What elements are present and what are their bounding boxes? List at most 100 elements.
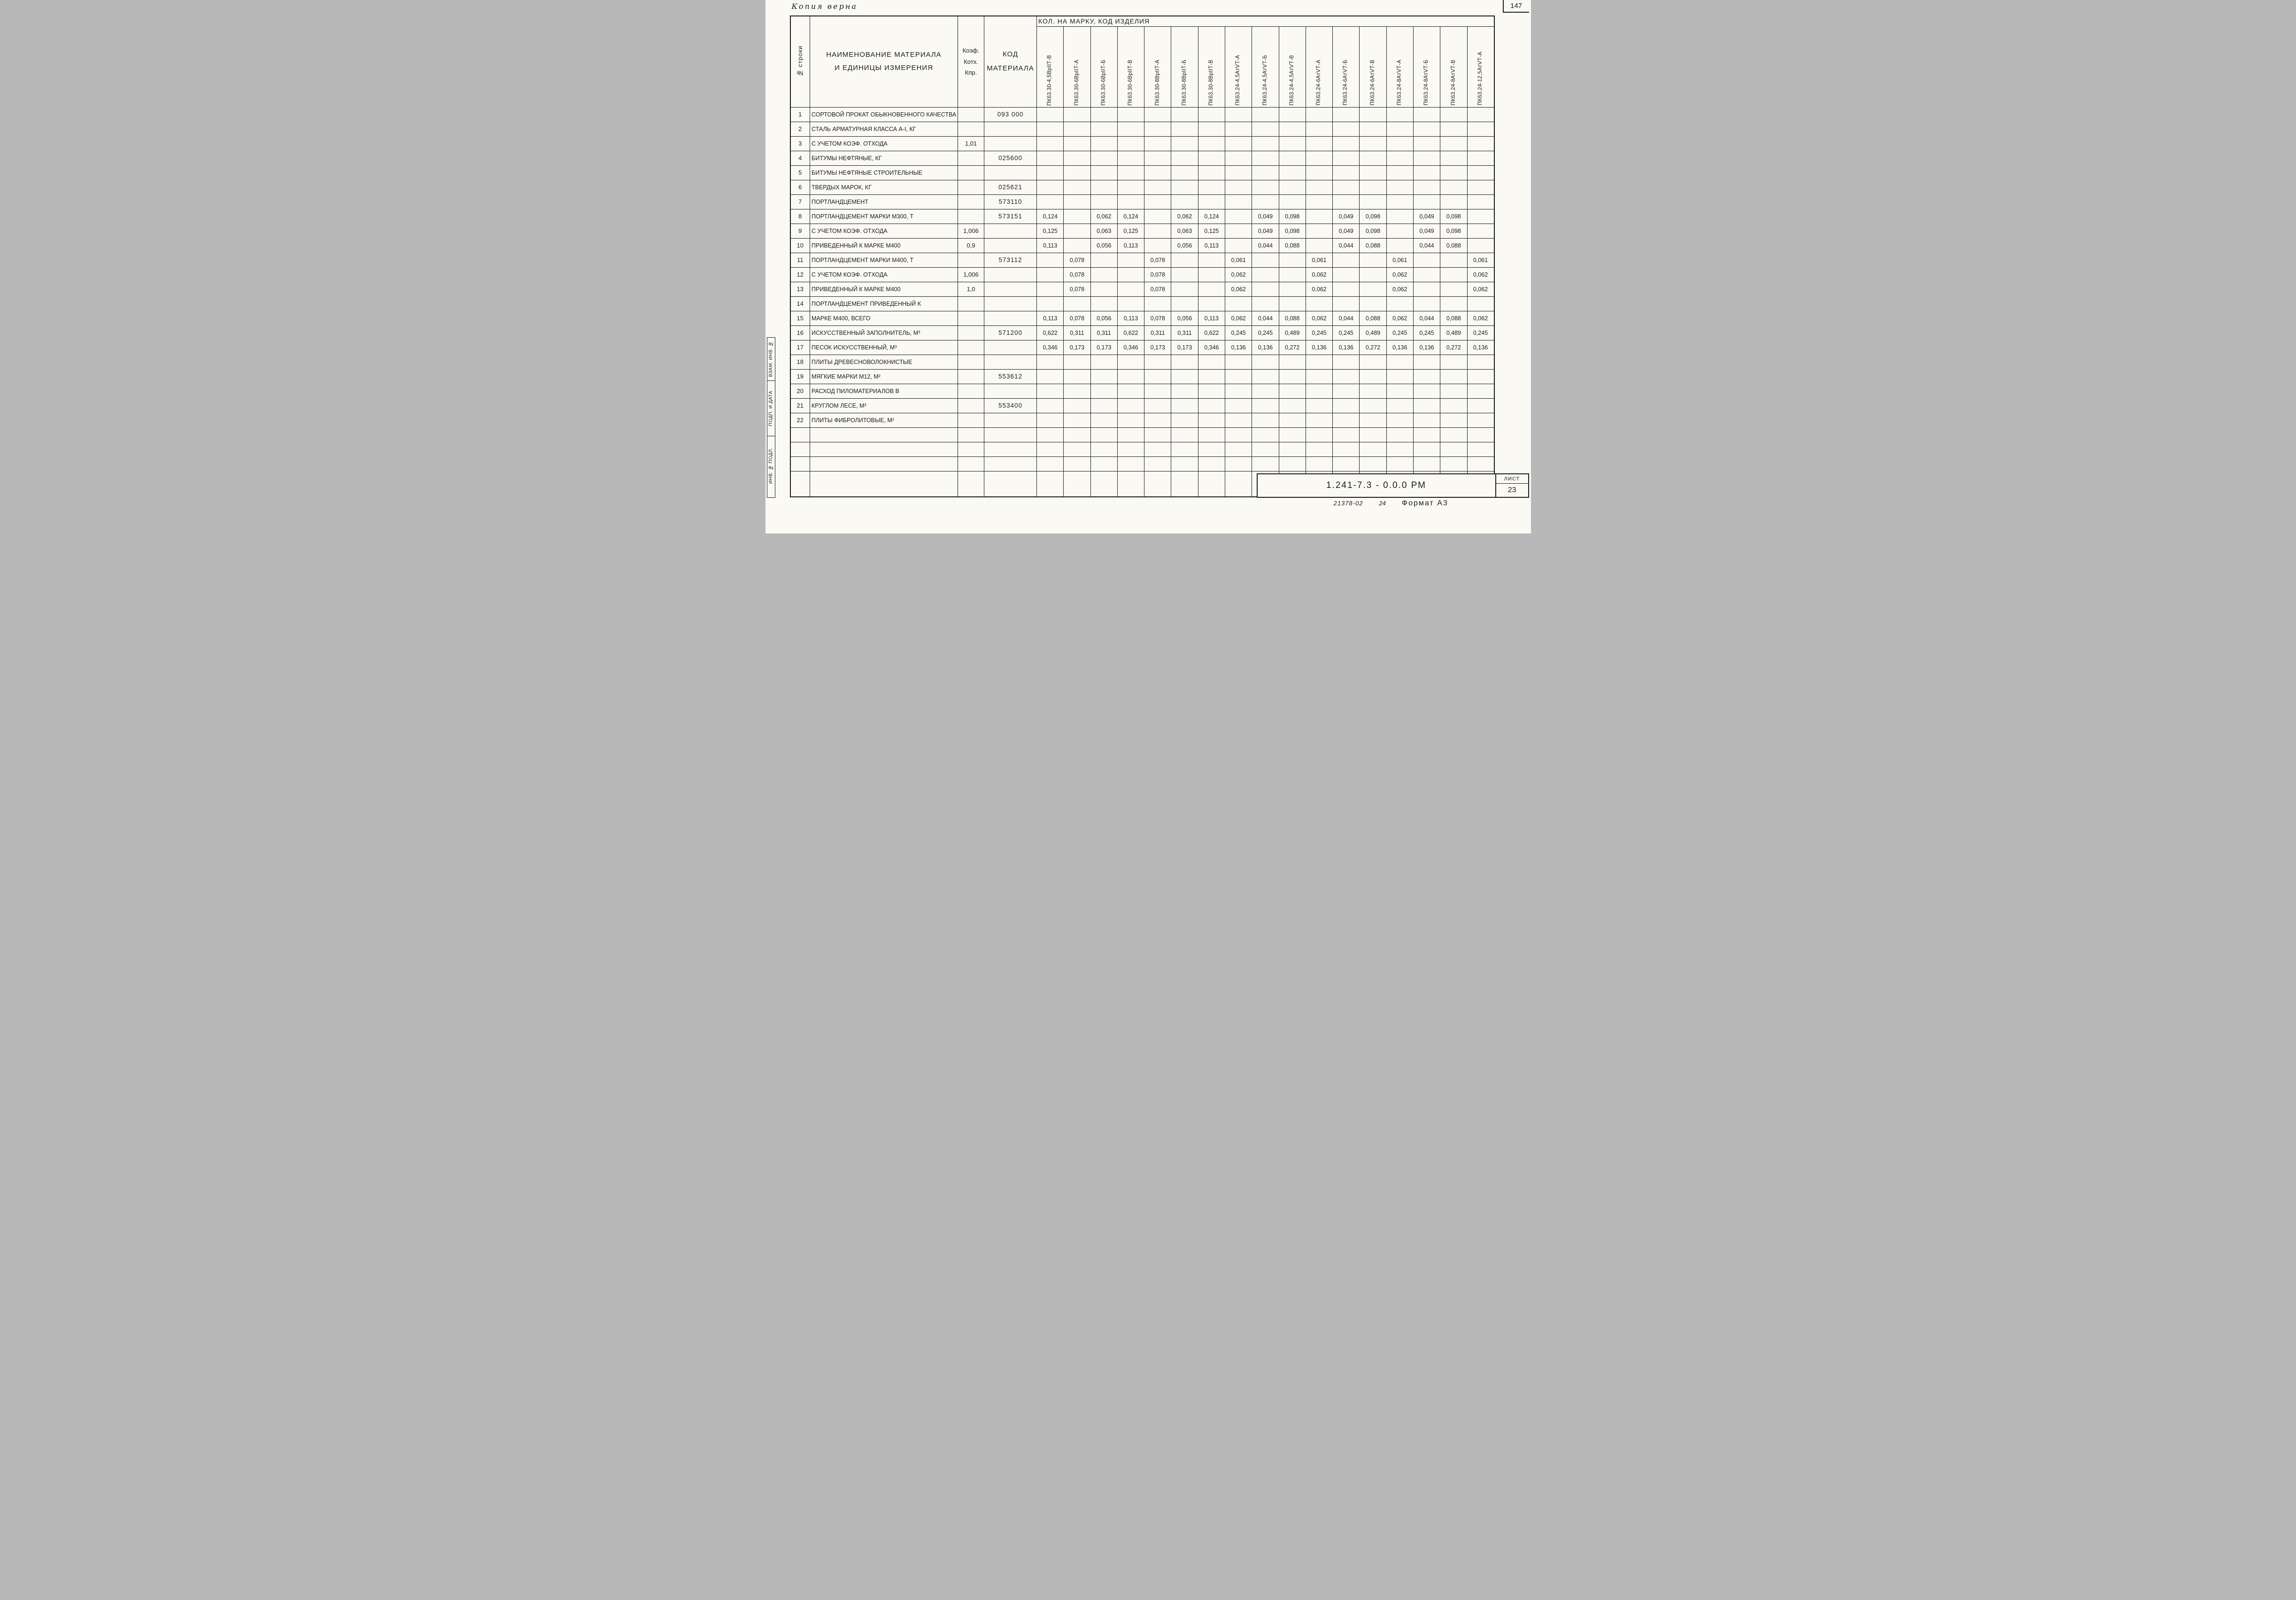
- quantity-cell: [1359, 412, 1387, 428]
- quantity-cell: 0,136: [1386, 340, 1414, 355]
- quantity-cell: [1198, 456, 1225, 471]
- quantity-cell: [1359, 369, 1387, 384]
- quantity-cell: [1467, 150, 1494, 166]
- quantity-cell: [1117, 165, 1145, 180]
- material-name: МЯГКИЕ МАРКИ М12, М²: [810, 369, 958, 384]
- coefficient-value: [958, 398, 984, 413]
- quantity-cell: [1144, 456, 1172, 471]
- mark-label: ПК63.30-6ВрIIТ-А: [1074, 59, 1080, 106]
- quantity-cell: [1117, 383, 1145, 399]
- quantity-cell: [1305, 150, 1333, 166]
- quantity-cell: 0,098: [1278, 209, 1306, 224]
- table-row: 14 ПОРТЛАНДЦЕМЕНТ ПРИВЕДЕННЫЙ К: [790, 296, 1494, 311]
- quantity-cell: [1278, 456, 1306, 471]
- quantity-cell: [1305, 354, 1333, 370]
- marks-span-header: КОЛ. НА МАРКУ, КОД ИЗДЕЛИЯ: [1036, 15, 1494, 27]
- quantity-cell: [1063, 150, 1091, 166]
- mark-column-header: ПК63.24-4,5АтVТ-В: [1278, 26, 1306, 108]
- quantity-cell: [1144, 165, 1172, 180]
- quantity-cell: 0,098: [1440, 209, 1468, 224]
- mark-label: ПК63.30-8ВрIIТ-А: [1154, 59, 1160, 106]
- quantity-cell: [1090, 107, 1118, 122]
- mark-column-header: ПК63.30-6ВрIIТ-В: [1117, 26, 1145, 108]
- quantity-cell: [1467, 296, 1494, 311]
- quantity-cell: [1440, 194, 1468, 209]
- material-code: [984, 310, 1037, 326]
- mark-column-header: ПК63.24-4,5АтVТ-Б: [1252, 26, 1279, 108]
- quantity-cell: [1440, 107, 1468, 122]
- material-code-column-header: КОД МАТЕРИАЛА: [984, 15, 1037, 108]
- side-stamp-label: ВЗАМ. ИНВ. №: [768, 341, 773, 377]
- quantity-cell: 0,062: [1171, 209, 1198, 224]
- table-row: 6 ТВЕРДЫХ МАРОК, КГ 025621: [790, 179, 1494, 195]
- quantity-cell: [1332, 281, 1360, 297]
- quantity-cell: [1224, 412, 1252, 428]
- quantity-cell: [1467, 136, 1494, 151]
- table-row: 16 ИСКУССТВЕННЫЙ ЗАПОЛНИТЕЛЬ, М³ 571200 0,6…: [790, 325, 1494, 340]
- quantity-cell: 0,062: [1224, 281, 1252, 297]
- quantity-cell: [1440, 296, 1468, 311]
- quantity-cell: [1305, 398, 1333, 413]
- quantity-cell: [1386, 107, 1414, 122]
- quantity-cell: [1171, 136, 1198, 151]
- mark-column-header: ПК63.30-6ВрIIТ-А: [1063, 26, 1091, 108]
- mark-label: ПК63.30-4,5ВрIIТ-В: [1047, 54, 1053, 106]
- quantity-cell: [1278, 441, 1306, 457]
- quantity-cell: [1198, 107, 1225, 122]
- material-code: 093 000: [984, 107, 1037, 122]
- row-number-column-header: № строки: [790, 15, 810, 108]
- quantity-cell: [1332, 252, 1360, 268]
- quantity-cell: 0,136: [1467, 340, 1494, 355]
- coefficient-value: [958, 150, 984, 166]
- table-row: 10 ПРИВЕДЕННЫЙ К МАРКЕ М400 0,9 0,113 0,056 0…: [790, 238, 1494, 253]
- quantity-cell: 0,044: [1332, 310, 1360, 326]
- material-name: СТАЛЬ АРМАТУРНАЯ КЛАССА А-I, КГ: [810, 121, 958, 137]
- quantity-cell: [1117, 107, 1145, 122]
- quantity-cell: 0,173: [1063, 340, 1091, 355]
- mark-label: ПК63.24-4,5АтVТ-А: [1235, 54, 1241, 106]
- quantity-cell: 0,044: [1252, 238, 1279, 253]
- quantity-cell: 0,113: [1198, 238, 1225, 253]
- quantity-cell: [1117, 281, 1145, 297]
- side-stamp-label: ИНВ. № ПОДЛ.: [768, 448, 773, 484]
- quantity-cell: [1144, 223, 1172, 239]
- quantity-cell: [1090, 136, 1118, 151]
- quantity-cell: 0,124: [1117, 209, 1145, 224]
- quantity-cell: [1467, 209, 1494, 224]
- quantity-cell: [1278, 267, 1306, 282]
- quantity-cell: [1144, 398, 1172, 413]
- quantity-cell: [1413, 369, 1441, 384]
- row-number: 21: [790, 398, 810, 413]
- quantity-cell: [1386, 369, 1414, 384]
- mark-column-header: ПК63.24-6АтVТ-Б: [1332, 26, 1360, 108]
- quantity-cell: [1144, 296, 1172, 311]
- material-name: БИТУМЫ НЕФТЯНЫЕ СТРОИТЕЛЬНЫЕ: [810, 165, 958, 180]
- quantity-cell: [1440, 150, 1468, 166]
- coefficient-value: [958, 194, 984, 209]
- material-name: С УЧЕТОМ КОЭФ. ОТХОДА: [810, 267, 958, 282]
- quantity-cell: [1413, 281, 1441, 297]
- quantity-cell: 0,078: [1144, 310, 1172, 326]
- quantity-cell: [1278, 136, 1306, 151]
- quantity-cell: 0,173: [1144, 340, 1172, 355]
- quantity-cell: 0,245: [1305, 325, 1333, 340]
- quantity-cell: [1413, 456, 1441, 471]
- materials-table: № строки НАИМЕНОВАНИЕ МАТЕРИАЛА И ЕДИНИЦ…: [789, 15, 1495, 497]
- quantity-cell: 0,245: [1413, 325, 1441, 340]
- row-number: 8: [790, 209, 810, 224]
- quantity-cell: [1252, 412, 1279, 428]
- quantity-cell: [1063, 136, 1091, 151]
- header-row-top: № строки НАИМЕНОВАНИЕ МАТЕРИАЛА И ЕДИНИЦ…: [790, 15, 1494, 108]
- quantity-cell: [1224, 238, 1252, 253]
- quantity-cell: 0,062: [1305, 281, 1333, 297]
- material-name: ИСКУССТВЕННЫЙ ЗАПОЛНИТЕЛЬ, М³: [810, 325, 958, 340]
- quantity-cell: [1413, 354, 1441, 370]
- quantity-cell: [1144, 194, 1172, 209]
- quantity-cell: [1224, 136, 1252, 151]
- quantity-cell: [1063, 456, 1091, 471]
- coefficient-value: [958, 121, 984, 137]
- quantity-cell: [1224, 223, 1252, 239]
- coefficient-value: [958, 340, 984, 355]
- coefficient-value: [958, 296, 984, 311]
- quantity-cell: [1359, 150, 1387, 166]
